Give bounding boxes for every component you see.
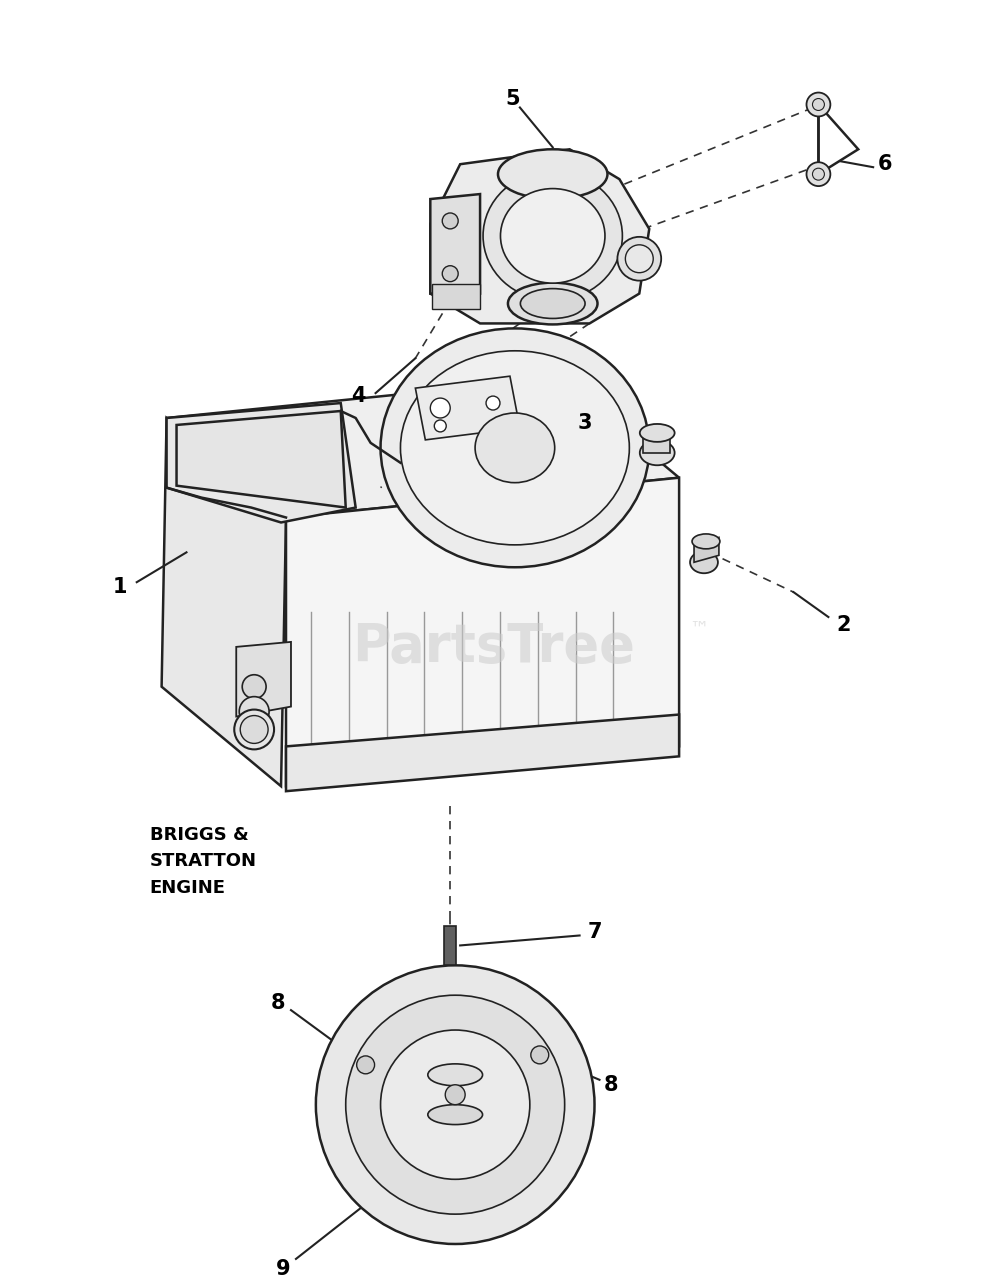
Text: 1: 1 [113, 577, 127, 598]
Polygon shape [444, 925, 456, 965]
Text: 9: 9 [276, 1258, 291, 1279]
Circle shape [315, 965, 594, 1244]
Circle shape [617, 237, 662, 280]
Circle shape [486, 396, 500, 410]
Polygon shape [236, 641, 291, 717]
Ellipse shape [508, 283, 597, 324]
Text: BRIGGS &
STRATTON
ENGINE: BRIGGS & STRATTON ENGINE [149, 826, 257, 897]
Text: 8: 8 [604, 1075, 619, 1094]
Text: PartsTree: PartsTree [352, 621, 636, 673]
Circle shape [381, 1030, 530, 1179]
Circle shape [239, 696, 269, 727]
Circle shape [531, 1046, 549, 1064]
Text: 8: 8 [271, 993, 285, 1014]
Polygon shape [166, 403, 356, 522]
Circle shape [445, 1084, 465, 1105]
Text: 3: 3 [578, 413, 591, 433]
Text: 7: 7 [587, 923, 601, 942]
Circle shape [442, 212, 458, 229]
Polygon shape [643, 433, 671, 453]
Polygon shape [161, 419, 286, 786]
Polygon shape [166, 378, 679, 517]
Circle shape [357, 1056, 375, 1074]
Ellipse shape [428, 1105, 483, 1125]
Polygon shape [694, 538, 719, 562]
Text: 6: 6 [878, 154, 892, 174]
Ellipse shape [498, 150, 607, 198]
Text: 2: 2 [836, 614, 851, 635]
Polygon shape [286, 714, 679, 791]
Ellipse shape [692, 534, 720, 549]
Ellipse shape [690, 552, 718, 573]
Polygon shape [430, 195, 480, 293]
Circle shape [430, 398, 450, 419]
Circle shape [813, 99, 825, 110]
Ellipse shape [500, 188, 605, 283]
Circle shape [806, 92, 831, 116]
Ellipse shape [483, 172, 622, 301]
Circle shape [434, 420, 446, 431]
Circle shape [442, 266, 458, 282]
Text: ™: ™ [689, 620, 709, 639]
Polygon shape [432, 284, 480, 308]
Circle shape [242, 675, 266, 699]
Polygon shape [415, 376, 520, 440]
Circle shape [240, 716, 268, 744]
Text: 5: 5 [505, 88, 520, 109]
Circle shape [346, 995, 565, 1215]
Circle shape [234, 709, 274, 749]
Circle shape [806, 163, 831, 186]
Text: 4: 4 [351, 387, 366, 406]
Ellipse shape [520, 288, 585, 319]
Ellipse shape [401, 351, 629, 545]
Circle shape [813, 168, 825, 180]
Ellipse shape [640, 440, 674, 465]
Polygon shape [430, 150, 649, 324]
Ellipse shape [381, 329, 649, 567]
Ellipse shape [475, 413, 555, 483]
Circle shape [625, 244, 653, 273]
Ellipse shape [640, 424, 674, 442]
Polygon shape [286, 477, 679, 786]
Ellipse shape [428, 1064, 483, 1085]
Polygon shape [176, 411, 346, 508]
